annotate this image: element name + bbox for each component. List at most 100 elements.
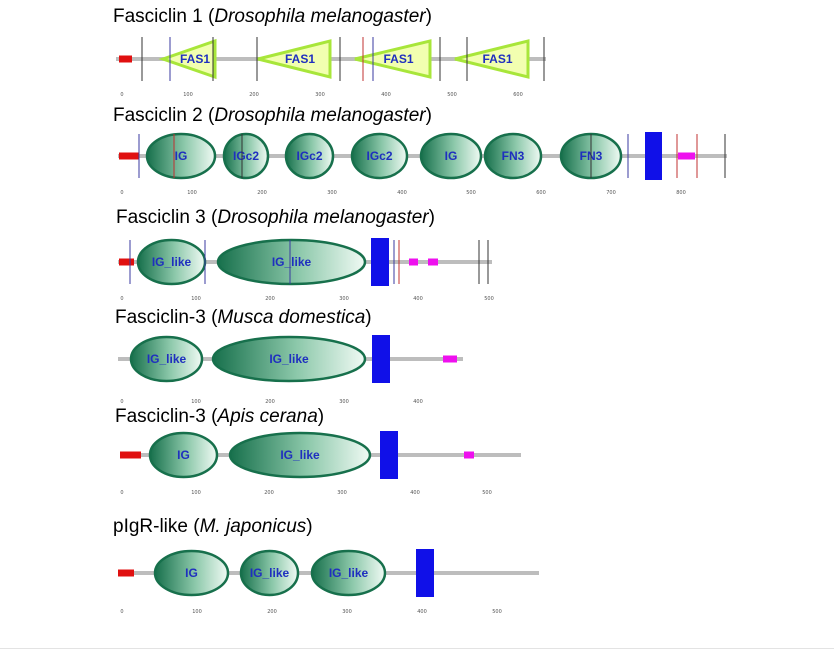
protein-name: Fasciclin-3 <box>115 406 206 427</box>
ig-domain <box>239 549 300 597</box>
ruler-tick-label: 300 <box>339 296 349 302</box>
ruler-tick-label: 200 <box>249 92 259 98</box>
signal-peptide <box>120 451 141 459</box>
ruler-tick-label: 400 <box>413 296 423 302</box>
protein-name: Fasciclin 1 <box>113 6 203 27</box>
signal-peptide <box>119 55 132 63</box>
domain-label: IG_like <box>250 566 290 580</box>
domain-label: FAS1 <box>482 52 512 66</box>
ruler-tick-label: 300 <box>339 399 349 405</box>
ruler-tick-label: 400 <box>397 190 407 196</box>
protein-title-4: Fasciclin-3 (Musca domestica) <box>115 307 372 328</box>
ruler-tick-label: 500 <box>492 609 502 615</box>
ig-domain <box>483 132 543 180</box>
ruler-tick-label: 0 <box>120 609 123 615</box>
ruler-tick-label: 300 <box>342 609 352 615</box>
ruler-tick-label: 700 <box>606 190 616 196</box>
domain-label: IG_like <box>329 566 369 580</box>
ruler-tick-label: 300 <box>327 190 337 196</box>
ruler-tick-label: 0 <box>120 190 123 196</box>
ig-domain <box>228 431 372 479</box>
transmembrane-region <box>372 335 390 383</box>
ruler-tick-label: 100 <box>191 490 201 496</box>
ig-domain <box>145 132 217 180</box>
signal-peptide <box>119 152 139 160</box>
ig-domain <box>216 238 367 286</box>
ruler-tick-label: 200 <box>267 609 277 615</box>
protein-name: Fasciclin-3 <box>115 307 206 328</box>
ruler-tick-label: 400 <box>417 609 427 615</box>
ruler-tick-label: 600 <box>513 92 523 98</box>
signal-peptide <box>119 258 134 266</box>
transmembrane-region <box>371 238 389 286</box>
domain-label: IG_like <box>280 448 320 462</box>
ruler-tick-label: 300 <box>315 92 325 98</box>
ruler-tick-label: 200 <box>265 296 275 302</box>
protein-title-1: Fasciclin 1 (Drosophila melanogaster) <box>113 6 432 27</box>
protein-row-2: 0 100 200 300 400 500 600 700 800 IG IGc2 IGc2 IGc2 I… <box>118 132 727 196</box>
transmembrane-region <box>645 132 662 180</box>
ruler-tick-label: 500 <box>466 190 476 196</box>
domain-label: IG_like <box>152 255 192 269</box>
protein-title-3: Fasciclin 3 (Drosophila melanogaster) <box>116 207 435 228</box>
ruler-tick-label: 0 <box>120 296 123 302</box>
low-complexity-region <box>428 258 438 266</box>
protein-row-3: 0 100 200 300 400 500 IG_like IG_like <box>118 238 494 302</box>
ruler-tick-label: 200 <box>265 399 275 405</box>
species-name: M. japonicus <box>199 516 307 537</box>
ig-domain <box>350 132 409 180</box>
fas1-domain <box>454 39 530 79</box>
ruler-tick-label: 500 <box>447 92 457 98</box>
ig-domain <box>222 132 270 180</box>
protein-title-2: Fasciclin 2 (Drosophila melanogaster) <box>113 105 432 126</box>
domain-label: IG <box>175 149 188 163</box>
protein-title-6: pIgR-like (M. japonicus) <box>113 516 313 537</box>
fas1-domain <box>158 38 217 80</box>
domain-label: IG <box>445 149 458 163</box>
domain-label: IG <box>177 448 190 462</box>
species-name: Drosophila melanogaster <box>217 207 429 228</box>
protein-name: Fasciclin 3 <box>116 207 206 228</box>
ruler-tick-label: 200 <box>257 190 267 196</box>
domain-label: IG_like <box>269 352 309 366</box>
ruler-tick-label: 100 <box>183 92 193 98</box>
ruler-tick-label: 400 <box>410 490 420 496</box>
ig-domain <box>153 549 230 597</box>
ruler-tick-label: 100 <box>191 399 201 405</box>
domain-label: IG <box>185 566 198 580</box>
protein-row-4: 0 100 200 300 400 IG_like IG_like <box>118 335 463 405</box>
ruler-tick-label: 0 <box>120 399 123 405</box>
fas1-domain <box>257 39 332 79</box>
domain-label: IG_like <box>272 255 312 269</box>
domain-label: IGc2 <box>366 149 392 163</box>
domain-label: IGc2 <box>233 149 259 163</box>
domain-label: FN3 <box>502 149 525 163</box>
species-name: Drosophila melanogaster <box>214 6 426 27</box>
transmembrane-region <box>380 431 398 479</box>
species-name: Musca domestica <box>217 307 366 328</box>
ruler-tick-label: 0 <box>120 92 123 98</box>
ruler-tick-label: 100 <box>187 190 197 196</box>
ruler-tick-label: 500 <box>484 296 494 302</box>
ig-domain <box>310 549 387 597</box>
protein-rows: 0 100 200 300 400 500 600 FAS1 FAS1 FAS1 FAS1 0 100 2… <box>116 37 727 615</box>
protein-name: pIgR-like <box>113 516 188 537</box>
low-complexity-region <box>443 355 457 363</box>
ig-domain <box>148 431 219 479</box>
ig-domain <box>211 335 367 383</box>
domain-label: IGc2 <box>296 149 322 163</box>
transmembrane-region <box>416 549 434 597</box>
low-complexity-region <box>678 152 695 160</box>
ig-domain <box>284 132 335 180</box>
ig-domain <box>419 132 483 180</box>
ruler-tick-label: 400 <box>381 92 391 98</box>
signal-peptide <box>118 569 134 577</box>
ruler-tick-label: 100 <box>191 296 201 302</box>
ruler-tick-label: 800 <box>676 190 686 196</box>
ruler-tick-label: 400 <box>413 399 423 405</box>
domain-label: FAS1 <box>285 52 315 66</box>
ruler-tick-label: 200 <box>264 490 274 496</box>
species-name: Apis cerana <box>217 406 318 427</box>
protein-row-5: 0 100 200 300 400 500 IG IG_like <box>120 431 521 496</box>
